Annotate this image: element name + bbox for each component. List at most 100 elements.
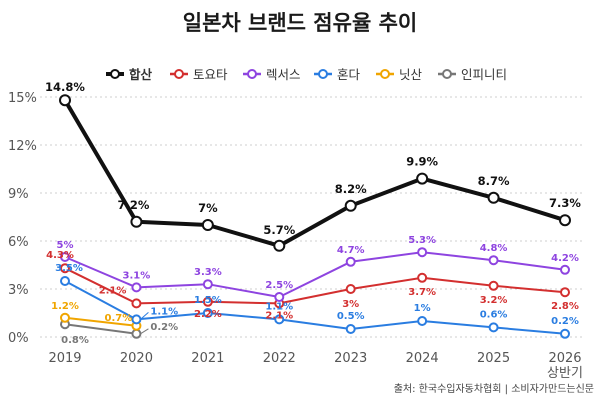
series-line <box>64 280 566 335</box>
legend-entry: 토요타 <box>193 67 228 82</box>
x-tick-label: 2019 <box>48 351 81 366</box>
series-line <box>64 323 137 335</box>
data-point <box>560 264 570 275</box>
x-tick-label: 2026 <box>548 351 581 366</box>
data-label: 5.7% <box>263 223 295 237</box>
data-label: 3.7% <box>408 287 436 298</box>
data-point <box>560 328 570 339</box>
data-label: 0.2% <box>551 316 579 327</box>
legend-entry: 혼다 <box>337 67 361 82</box>
x-tick-label: 2024 <box>406 351 439 366</box>
data-point <box>274 292 285 302</box>
y-tick-label: 6% <box>8 235 29 250</box>
data-point <box>60 312 70 323</box>
data-label: 9.9% <box>406 155 438 169</box>
data-label: 0.5% <box>337 311 365 322</box>
y-tick-label: 0% <box>8 331 29 346</box>
data-label: 1.5% <box>194 295 222 306</box>
data-label: 4.2% <box>551 253 579 264</box>
data-label: 3.5% <box>55 263 83 274</box>
data-point <box>416 172 429 185</box>
data-label: 2.1% <box>99 285 127 296</box>
data-point <box>201 219 214 231</box>
data-point <box>60 276 70 286</box>
data-label: 5.3% <box>408 235 436 246</box>
data-point <box>417 247 428 258</box>
data-point <box>345 324 356 334</box>
legend-swatch-marker <box>247 69 257 79</box>
data-point <box>59 94 71 107</box>
data-label: 0.6% <box>480 309 508 320</box>
x-tick-label: 2021 <box>191 351 224 366</box>
data-label: 1% <box>414 303 431 314</box>
data-label: 3.2% <box>480 295 508 306</box>
label-leader <box>140 312 149 320</box>
data-point <box>345 256 356 267</box>
data-label: 2.2% <box>194 309 222 320</box>
data-point <box>60 263 70 274</box>
data-point <box>273 239 286 252</box>
x-tick-label: 2025 <box>477 351 510 366</box>
series-line <box>64 267 566 305</box>
series-group <box>59 94 571 339</box>
y-tick-label: 9% <box>8 187 29 202</box>
data-label: 4.7% <box>337 245 365 256</box>
data-label: 8.2% <box>335 182 367 196</box>
data-label: 8.7% <box>478 174 510 188</box>
data-point <box>417 316 428 326</box>
data-point <box>131 328 142 339</box>
data-labels-group: 14.8% 7.2% 7% 5.7% 8.2% 9.9% 8.7% 7.3% 4.3% 2.1% 2… <box>45 80 581 346</box>
x-tick-label: 2023 <box>334 351 367 366</box>
legend-entry: 합산 <box>129 67 153 82</box>
data-point <box>488 322 499 333</box>
data-label: 1.1% <box>265 301 293 312</box>
data-point <box>202 279 213 290</box>
data-label: 3% <box>342 299 359 310</box>
y-tick-label: 12% <box>8 139 37 154</box>
data-point <box>131 282 142 293</box>
series-line <box>64 316 137 327</box>
data-label: 3.1% <box>123 270 151 281</box>
data-point <box>274 314 285 325</box>
data-point <box>130 215 143 228</box>
series-line <box>63 99 566 248</box>
data-point <box>560 287 570 298</box>
data-point <box>345 284 356 294</box>
data-point <box>417 272 428 283</box>
legend: 합산 토요타 렉서스 혼다 닛산 인피니티 <box>106 67 507 82</box>
data-label: 0.2% <box>150 322 178 333</box>
legend-swatch-marker <box>380 69 390 79</box>
data-label: 1.2% <box>51 301 79 312</box>
data-label: 7.2% <box>117 198 149 212</box>
chart-title: 일본차 브랜드 점유율 추이 <box>183 11 417 35</box>
data-label: 5% <box>57 240 74 251</box>
data-label: 2.1% <box>265 310 293 321</box>
data-point <box>60 252 70 262</box>
y-tick-label: 3% <box>8 283 29 298</box>
data-point <box>487 191 500 204</box>
data-label: 0.8% <box>61 335 89 346</box>
data-point <box>202 296 213 307</box>
source-note: 출처: 한국수입자동차협회 | 소비자가만드는신문 <box>394 382 594 395</box>
x-tick-label: 2022 <box>263 351 296 366</box>
grid-lines <box>40 96 585 338</box>
legend-swatch-marker <box>318 69 328 79</box>
data-label: 4.8% <box>480 243 508 254</box>
label-leader <box>140 328 149 335</box>
data-point <box>559 214 571 227</box>
legend-entry: 렉서스 <box>266 67 301 82</box>
legend-entry: 닛산 <box>399 67 423 82</box>
data-point <box>202 308 213 318</box>
data-label: 2.8% <box>551 301 579 312</box>
data-point <box>131 298 142 309</box>
data-point <box>131 314 142 325</box>
legend-swatch-marker <box>174 69 184 79</box>
data-point <box>488 255 499 266</box>
data-point <box>488 280 499 291</box>
data-label: 2.5% <box>265 280 293 291</box>
data-label: 7% <box>198 201 218 215</box>
data-label: 3.3% <box>194 267 222 278</box>
legend-swatch-marker <box>442 69 452 79</box>
data-label: 0.7% <box>105 313 133 324</box>
